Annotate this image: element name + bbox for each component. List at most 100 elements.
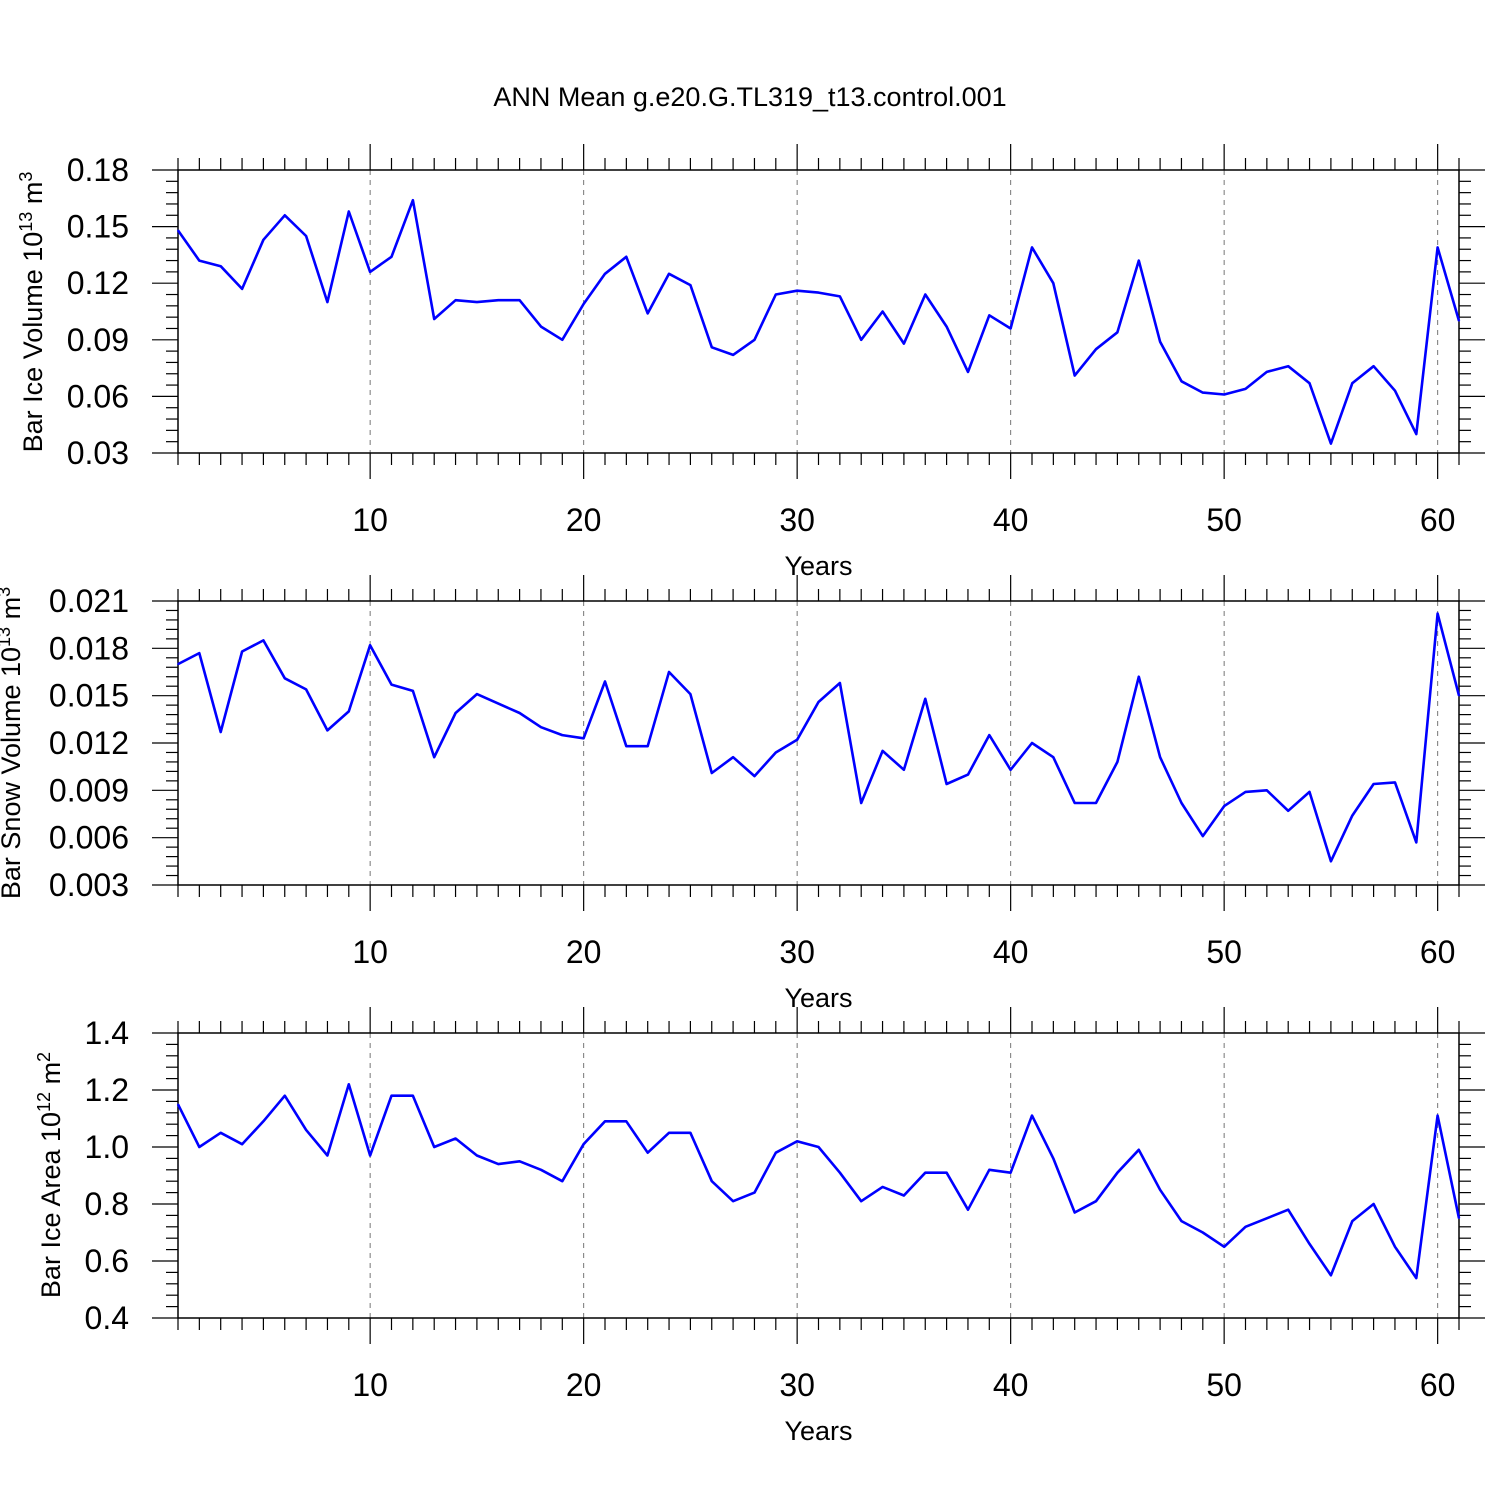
data-point [924,1171,927,1174]
data-point [582,1143,585,1145]
data-point [1436,246,1439,249]
y-tick-label: 0.4 [85,1300,129,1336]
data-point [1244,388,1247,390]
data-point [369,1154,371,1157]
data-point [1372,1203,1375,1205]
data-point [283,1094,286,1097]
data-point [796,739,798,741]
x-tick-label: 10 [352,502,388,538]
data-point [390,255,393,258]
y-axis-title-unit: m [0,597,26,627]
data-point [262,1120,265,1123]
data-point [967,773,969,776]
data-point [1394,1245,1396,1248]
x-axis-title: Years [784,1416,852,1446]
data-point [561,1180,564,1182]
panel-snow-volume: 10 20 30 40 50 60 0.003 0.006 0.009 0.012 0.015 0.0… [0,575,1485,1013]
data-point [1137,675,1140,678]
data-point [1137,1149,1140,1151]
y-axis-title-main: Bar Ice Area 10 [36,1112,66,1298]
data-point [540,726,542,729]
data-point [1415,841,1418,844]
data-point [668,272,670,275]
x-tick-label: 50 [1206,934,1242,970]
data-point [1266,789,1268,792]
data-point [1244,1226,1247,1228]
data-point [454,712,457,714]
y-axis-title-exponent: 13 [0,627,14,647]
data-point [646,312,649,315]
data-point [326,301,329,303]
data-point [476,693,478,695]
data-point [1116,331,1119,334]
y-axis-title-exponent: 13 [16,212,36,232]
data-point [967,1208,969,1211]
data-point [1287,365,1289,368]
data-point [241,288,243,290]
data-point [988,734,991,736]
data-point [326,729,329,732]
data-point [198,652,201,654]
data-point [796,289,798,292]
data-point [518,299,521,301]
data-point [689,284,692,286]
data-point [817,291,820,294]
x-tick-label: 50 [1206,1367,1242,1403]
data-point [1394,389,1396,392]
data-point [518,1160,521,1163]
data-point [1415,433,1418,435]
data-point [1052,756,1055,758]
data-point [668,671,670,673]
data-point [497,299,500,301]
figure-title: ANN Mean g.e20.G.TL319_t13.control.001 [493,82,1006,112]
data-point [924,698,927,700]
data-point [1330,860,1332,863]
data-point [1223,1245,1225,1248]
data-point [945,325,948,328]
data-point [561,339,564,341]
data-point [1202,1231,1204,1234]
y-tick-label: 0.12 [67,265,129,301]
data-point [540,1169,542,1171]
data-point [433,318,436,320]
y-tick-label: 0.03 [67,435,129,471]
y-tick-label: 0.012 [49,725,129,761]
data-point [1223,393,1225,396]
y-axis-title: Bar Snow Volume 1013 m3 [0,587,26,899]
data-point [476,301,478,303]
data-point [753,1191,756,1194]
data-point [604,1120,606,1123]
data-point [1308,791,1311,793]
data-point [1159,340,1161,343]
data-point [177,663,179,665]
data-point [881,1186,884,1188]
data-point [732,354,734,356]
data-point [753,339,756,341]
data-point [903,769,905,771]
data-point [476,1154,478,1157]
data-point [1266,371,1268,373]
data-point [433,1146,436,1148]
x-tick-label: 60 [1420,502,1456,538]
data-point [881,750,884,752]
y-tick-label: 1.4 [85,1015,129,1051]
data-point [689,1131,692,1134]
data-point [348,210,350,213]
data-point [219,731,222,733]
data-point [1202,391,1204,394]
data-point [839,295,841,298]
data-point [604,272,606,275]
data-point [967,371,969,373]
y-tick-label: 0.015 [49,678,129,714]
data-point [924,293,927,296]
data-point [1458,694,1460,697]
y-tick-label: 0.018 [49,630,129,666]
data-point [369,271,371,273]
data-point [219,1131,222,1134]
panel-ice-volume: 10 20 30 40 50 60 0.03 0.06 0.09 0.12 0.15 0.18 Year… [16,144,1485,581]
x-tick-label: 40 [993,1367,1029,1403]
data-point [326,1154,329,1157]
data-point [646,1151,649,1154]
data-point [1436,1114,1439,1117]
data-point [860,802,862,804]
